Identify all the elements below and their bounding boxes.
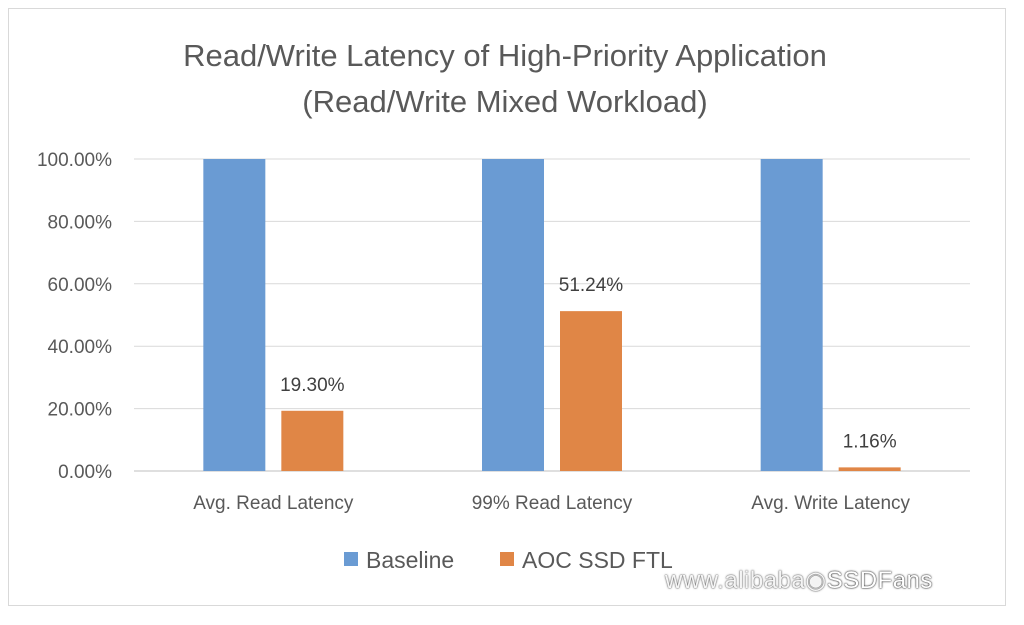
bar-aoc-ssd-ftl bbox=[281, 410, 344, 471]
x-category-label: Avg. Write Latency bbox=[751, 493, 910, 514]
watermark: www.alibaba◉SSDFans bbox=[665, 566, 933, 595]
bar-aoc-ssd-ftl bbox=[838, 467, 901, 471]
chart-title-line-2: (Read/Write Mixed Workload) bbox=[302, 84, 707, 119]
data-label: 51.24% bbox=[559, 275, 624, 296]
x-category-label: 99% Read Latency bbox=[472, 493, 633, 514]
watermark-right-text: SSDFans bbox=[826, 567, 933, 594]
legend-swatch-aoc-ssd-ftl bbox=[500, 552, 514, 566]
bar-baseline bbox=[760, 159, 823, 471]
y-tick-label: 80.00% bbox=[48, 212, 113, 233]
bars bbox=[203, 159, 901, 471]
y-tick-label: 100.00% bbox=[37, 150, 112, 171]
y-axis-ticks: 0.00% 20.00% 40.00% 60.00% 80.00% 100.00% bbox=[37, 150, 112, 483]
y-tick-label: 60.00% bbox=[48, 275, 113, 296]
legend-swatch-baseline bbox=[344, 552, 358, 566]
x-axis-categories: Avg. Read Latency 99% Read Latency Avg. Wr… bbox=[193, 493, 910, 514]
y-tick-label: 20.00% bbox=[48, 400, 113, 421]
wechat-icon: ◉ bbox=[805, 567, 827, 594]
y-tick-label: 0.00% bbox=[58, 462, 112, 483]
y-tick-label: 40.00% bbox=[48, 337, 113, 358]
data-label: 1.16% bbox=[843, 431, 897, 452]
legend-label-baseline: Baseline bbox=[366, 547, 454, 573]
data-labels: 19.30% 51.24% 1.16% bbox=[280, 275, 897, 452]
watermark-left-text: www.alibaba bbox=[665, 567, 806, 594]
legend: Baseline AOC SSD FTL bbox=[344, 547, 673, 573]
bar-baseline bbox=[203, 159, 266, 471]
bar-baseline bbox=[482, 159, 544, 471]
bar-aoc-ssd-ftl bbox=[560, 311, 622, 471]
x-category-label: Avg. Read Latency bbox=[193, 493, 354, 514]
data-label: 19.30% bbox=[280, 375, 345, 396]
legend-label-aoc-ssd-ftl: AOC SSD FTL bbox=[522, 547, 673, 573]
chart-title-line-1: Read/Write Latency of High-Priority Appl… bbox=[183, 38, 827, 73]
gridlines bbox=[134, 158, 970, 472]
